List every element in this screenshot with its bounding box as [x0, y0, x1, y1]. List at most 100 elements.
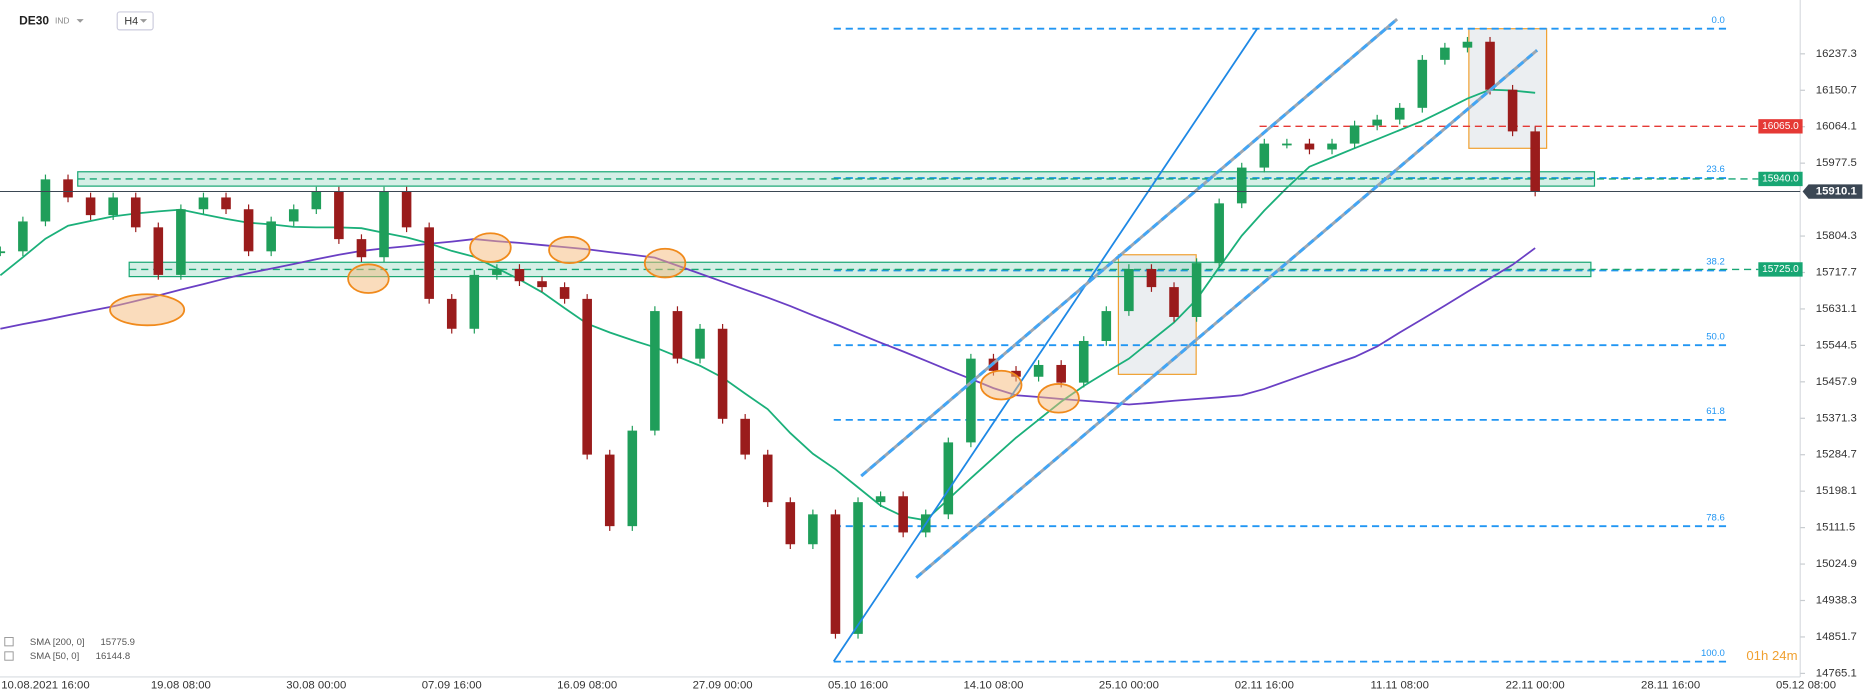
- candle: [63, 179, 73, 198]
- series-layer: [0, 36, 1540, 639]
- y-tick-label: 14938.3: [1816, 595, 1857, 607]
- channel-line: [860, 17, 1399, 478]
- candle: [695, 328, 705, 359]
- candle: [153, 227, 164, 275]
- candle: [221, 197, 231, 210]
- x-tick-label: 25.10 00:00: [1099, 679, 1159, 691]
- candle: [446, 298, 457, 329]
- y-tick-label: 16237.3: [1816, 48, 1857, 60]
- candle: [1417, 59, 1428, 108]
- candle: [604, 454, 615, 527]
- symbol: DE30: [19, 14, 49, 28]
- highlight-ellipse: [979, 369, 1023, 401]
- legend-name: SMA [200, 0]: [30, 637, 85, 648]
- symbol-type: IND: [55, 16, 69, 26]
- candle: [717, 328, 728, 419]
- y-tick-label: 15371.3: [1816, 412, 1857, 424]
- fib-label: 38.2: [1706, 257, 1725, 268]
- x-tick-label: 27.09 00:00: [693, 679, 753, 691]
- candle: [1214, 203, 1224, 264]
- candle: [514, 269, 525, 282]
- candle: [130, 197, 141, 228]
- x-tick-label: 19.08 08:00: [151, 679, 211, 691]
- fib-label: 100.0: [1701, 648, 1725, 659]
- highlight-ellipse: [469, 232, 512, 263]
- legend-icon: [4, 637, 14, 647]
- current-price-box: [1802, 184, 1863, 199]
- candle: [672, 311, 683, 359]
- candle: [1101, 311, 1112, 341]
- candle: [1349, 125, 1360, 144]
- x-tick-label: 14.10 08:00: [963, 679, 1023, 691]
- candle: [401, 191, 412, 228]
- level-label: 16065.0: [1762, 121, 1799, 132]
- highlight-ellipse: [1037, 383, 1080, 414]
- candle: [266, 221, 276, 252]
- y-tick-label: 15977.5: [1816, 157, 1857, 169]
- legend-value: 16144.8: [96, 651, 131, 662]
- candle: [469, 274, 480, 329]
- candle: [311, 191, 322, 210]
- candle: [1282, 143, 1292, 146]
- candle: [1372, 119, 1382, 126]
- candle: [1124, 269, 1134, 312]
- level-label-box: [1758, 171, 1803, 187]
- x-tick-label: 05.12 08:00: [1776, 679, 1836, 691]
- candle: [85, 197, 96, 216]
- y-tick-label: 15111.5: [1816, 522, 1855, 534]
- level-label-box: [1758, 119, 1803, 134]
- candle: [943, 442, 954, 515]
- candle: [1327, 143, 1337, 150]
- y-tick-label: 15544.5: [1816, 339, 1857, 351]
- y-tick-label: 15457.9: [1816, 376, 1857, 388]
- highlight-ellipse: [347, 263, 390, 294]
- candle: [762, 454, 773, 503]
- legend-value: 15775.9: [100, 637, 135, 648]
- y-tick-label: 15024.9: [1816, 558, 1857, 570]
- candle: [559, 287, 570, 299]
- candle: [1485, 41, 1495, 90]
- y-tick-label: 16150.7: [1816, 84, 1857, 96]
- x-tick-label: 16.09 08:00: [557, 679, 617, 691]
- y-tick-label: 14765.1: [1816, 667, 1857, 679]
- legend-name: SMA [50, 0]: [30, 651, 79, 662]
- level-label: 15940.0: [1762, 174, 1799, 185]
- highlight-ellipse: [643, 247, 687, 279]
- candle: [356, 239, 367, 258]
- symbol-dropdown[interactable]: [76, 19, 84, 23]
- candle: [379, 191, 389, 258]
- candle: [1507, 89, 1518, 132]
- interval-selector[interactable]: [116, 11, 154, 31]
- candle: [785, 502, 796, 545]
- candle: [1530, 131, 1540, 192]
- candle: [243, 209, 254, 252]
- x-tick-label: 22.11 00:00: [1506, 679, 1565, 691]
- countdown: 01h 24m: [1746, 648, 1797, 663]
- candle: [1033, 364, 1044, 377]
- legend-icon: [4, 651, 14, 661]
- candle: [198, 197, 209, 210]
- candle: [288, 209, 299, 222]
- y-tick-label: 15717.7: [1816, 266, 1857, 278]
- candle: [740, 418, 750, 455]
- candle: [1440, 47, 1450, 60]
- y-tick-label: 15631.1: [1816, 303, 1857, 315]
- candle: [18, 221, 28, 252]
- candle: [1259, 143, 1270, 168]
- candle: [1394, 107, 1405, 120]
- candle: [1078, 340, 1089, 383]
- fib-label: 50.0: [1706, 331, 1725, 342]
- candle: [808, 514, 818, 545]
- drawing-layer: [109, 17, 1539, 662]
- interval: H4: [124, 15, 138, 27]
- candle: [1146, 269, 1157, 288]
- candle: [898, 496, 908, 533]
- sma-line: [0, 238, 1536, 406]
- x-tick-label: 02.11 16:00: [1235, 679, 1294, 691]
- x-tick-label: 07.09 16:00: [422, 679, 482, 691]
- candle: [424, 227, 434, 299]
- y-tick-label: 15804.3: [1816, 230, 1857, 242]
